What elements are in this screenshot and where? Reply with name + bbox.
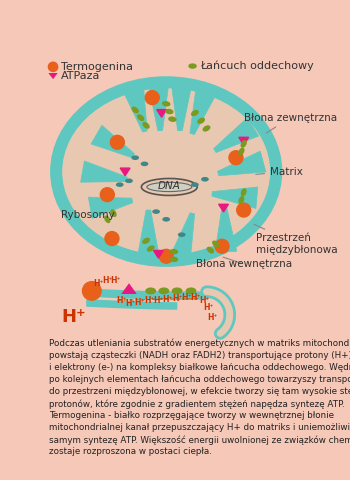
- Ellipse shape: [241, 188, 247, 196]
- Ellipse shape: [132, 107, 139, 113]
- Text: H⁺: H⁺: [144, 296, 154, 305]
- Ellipse shape: [206, 247, 214, 253]
- Polygon shape: [218, 151, 266, 176]
- Text: H⁺: H⁺: [190, 293, 201, 301]
- Ellipse shape: [142, 238, 150, 244]
- Ellipse shape: [203, 125, 210, 132]
- Ellipse shape: [116, 182, 124, 187]
- Ellipse shape: [147, 182, 192, 192]
- Polygon shape: [148, 80, 169, 131]
- Circle shape: [229, 151, 243, 165]
- Circle shape: [159, 249, 173, 263]
- Text: H⁺: H⁺: [125, 299, 136, 308]
- Ellipse shape: [141, 162, 148, 166]
- Ellipse shape: [159, 288, 169, 294]
- Text: H⁺: H⁺: [116, 296, 126, 305]
- Polygon shape: [138, 210, 159, 256]
- Text: Podczas utleniania substratów energetycznych w matriks mitochondrium
powstają cz: Podczas utleniania substratów energetycz…: [49, 339, 350, 456]
- Text: H⁺: H⁺: [102, 276, 113, 286]
- Text: Błona zewnętrzna: Błona zewnętrzna: [244, 113, 337, 133]
- Ellipse shape: [162, 101, 170, 107]
- Ellipse shape: [201, 177, 209, 181]
- Circle shape: [105, 232, 119, 245]
- Circle shape: [100, 188, 114, 202]
- Circle shape: [237, 203, 251, 217]
- Text: H⁺: H⁺: [93, 279, 103, 288]
- Text: Przestrzeń
międzybłonowa: Przestrzeń międzybłonowa: [254, 224, 338, 255]
- Ellipse shape: [238, 196, 244, 204]
- Ellipse shape: [178, 232, 186, 237]
- Text: Łańcuch oddechowy: Łańcuch oddechowy: [200, 61, 314, 72]
- Polygon shape: [120, 168, 130, 176]
- Polygon shape: [169, 213, 195, 264]
- Ellipse shape: [212, 240, 219, 247]
- Circle shape: [48, 62, 58, 72]
- Ellipse shape: [240, 140, 247, 148]
- Text: DNA: DNA: [158, 181, 181, 191]
- Polygon shape: [48, 73, 58, 79]
- Ellipse shape: [137, 114, 144, 121]
- Ellipse shape: [168, 117, 177, 122]
- Text: H⁺: H⁺: [111, 276, 121, 285]
- Text: ATPaza: ATPaza: [61, 71, 100, 81]
- Circle shape: [83, 282, 101, 300]
- Polygon shape: [80, 161, 127, 182]
- Polygon shape: [215, 207, 237, 252]
- Text: H⁺: H⁺: [208, 312, 218, 322]
- Polygon shape: [190, 86, 217, 134]
- Circle shape: [215, 240, 229, 253]
- Ellipse shape: [197, 118, 205, 124]
- Polygon shape: [171, 80, 192, 131]
- Ellipse shape: [110, 209, 117, 217]
- Text: H⁺: H⁺: [162, 295, 173, 304]
- Ellipse shape: [104, 216, 111, 223]
- Ellipse shape: [170, 249, 178, 254]
- Circle shape: [145, 91, 159, 105]
- Polygon shape: [212, 187, 258, 208]
- Text: Termogenina: Termogenina: [61, 62, 133, 72]
- Text: H⁺: H⁺: [199, 296, 209, 305]
- Ellipse shape: [172, 288, 182, 294]
- Text: H⁺: H⁺: [172, 294, 182, 303]
- Ellipse shape: [142, 122, 150, 129]
- Ellipse shape: [125, 179, 133, 183]
- Ellipse shape: [165, 109, 174, 114]
- Polygon shape: [239, 137, 248, 145]
- Polygon shape: [214, 118, 259, 153]
- Polygon shape: [88, 197, 133, 218]
- Text: H⁺: H⁺: [181, 293, 191, 302]
- Ellipse shape: [188, 63, 197, 69]
- Polygon shape: [219, 204, 229, 212]
- Ellipse shape: [191, 110, 199, 116]
- Polygon shape: [91, 125, 134, 158]
- Text: H⁺: H⁺: [135, 298, 145, 307]
- Ellipse shape: [152, 209, 160, 214]
- Polygon shape: [122, 84, 147, 132]
- Polygon shape: [157, 109, 167, 117]
- Ellipse shape: [145, 288, 156, 294]
- Text: H⁺: H⁺: [61, 308, 85, 326]
- Ellipse shape: [51, 78, 281, 265]
- Ellipse shape: [162, 217, 170, 222]
- Ellipse shape: [186, 288, 196, 294]
- Text: Błona wewnętrzna: Błona wewnętrzna: [196, 257, 292, 269]
- Text: Rybosomy: Rybosomy: [61, 210, 114, 220]
- Ellipse shape: [147, 245, 155, 252]
- Polygon shape: [154, 251, 163, 258]
- Ellipse shape: [61, 87, 272, 256]
- Ellipse shape: [238, 148, 245, 156]
- Ellipse shape: [131, 156, 139, 160]
- Circle shape: [110, 135, 124, 149]
- Text: Matrix: Matrix: [256, 167, 303, 177]
- Ellipse shape: [191, 182, 199, 187]
- Polygon shape: [121, 283, 137, 294]
- Text: H⁺: H⁺: [204, 303, 214, 312]
- Text: H⁺: H⁺: [153, 296, 164, 305]
- Ellipse shape: [170, 257, 178, 262]
